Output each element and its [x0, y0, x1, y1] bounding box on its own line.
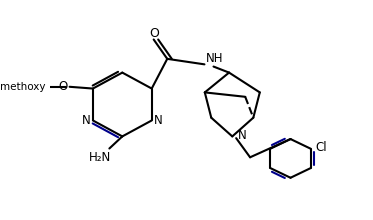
Text: N: N — [238, 129, 246, 142]
Text: N: N — [82, 114, 90, 127]
Text: Cl: Cl — [316, 141, 327, 154]
Text: NH: NH — [206, 52, 223, 65]
Text: O: O — [149, 27, 159, 40]
Text: N: N — [154, 114, 163, 127]
Text: O: O — [59, 80, 68, 93]
Text: methoxy: methoxy — [0, 82, 45, 92]
Text: H₂N: H₂N — [88, 151, 111, 164]
